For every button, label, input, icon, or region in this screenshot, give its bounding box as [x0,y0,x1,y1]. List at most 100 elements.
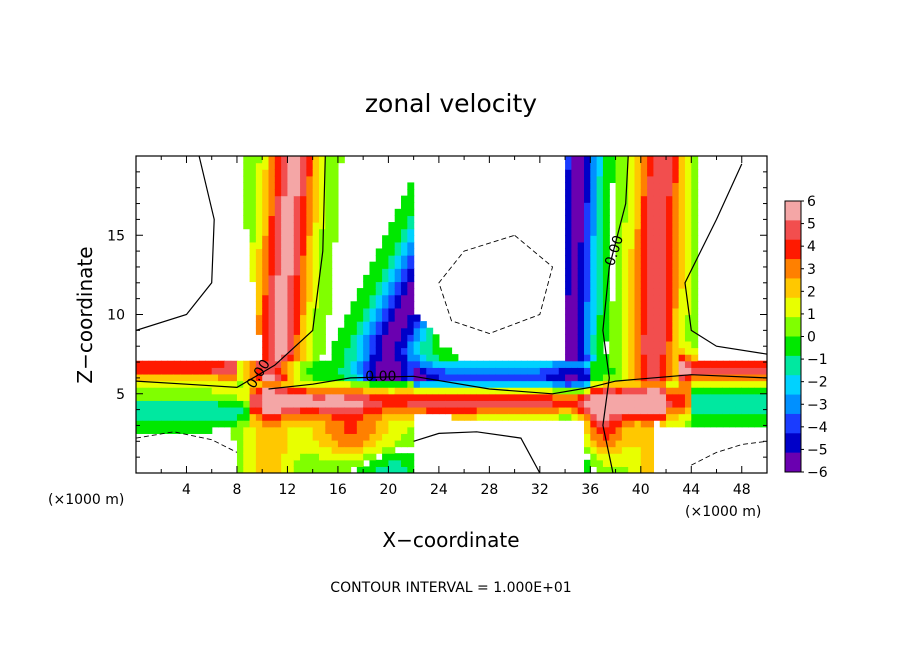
field-cell [584,373,591,382]
field-cell [287,466,295,473]
field-cell [571,261,579,269]
field-cell [262,426,270,434]
field-cell [760,380,767,388]
field-cell [640,354,648,362]
field-cell [337,393,345,401]
field-cell [666,380,673,388]
field-cell [571,182,579,190]
field-cell [647,347,655,355]
field-cell [401,340,408,349]
field-cell [281,288,289,296]
field-cell [281,261,289,269]
field-cell [602,426,610,434]
field-cell [647,215,655,223]
field-cell [300,228,307,236]
field-cell [300,334,307,342]
field-cell [407,314,415,322]
field-cell [300,354,307,362]
field-cell [596,261,604,269]
field-cell [325,360,333,368]
field-cell [760,360,767,368]
field-cell [476,400,484,408]
field-cell [382,235,389,243]
field-cell [249,420,257,428]
field-cell [666,420,673,428]
field-cell [590,387,598,395]
field-cell [672,182,680,190]
field-cell [501,413,509,421]
field-cell [678,334,686,342]
colorbar-tick-label: 3 [807,262,816,278]
field-cell [369,453,377,461]
field-cell [318,321,326,329]
field-cell [211,400,219,408]
field-cell [148,413,156,421]
field-cell [672,169,680,177]
field-cell [325,406,333,415]
field-cell [590,453,598,461]
field-cell [602,274,610,283]
field-cell [476,387,484,395]
field-cell [666,261,673,269]
field-cell [735,406,743,415]
field-cell [615,314,623,322]
field-cell [136,420,143,428]
field-cell [678,367,686,375]
field-cell [325,288,333,296]
field-cell [281,446,289,454]
field-cell [363,400,371,408]
field-cell [401,215,408,223]
field-cell [306,241,314,250]
field-cell [331,433,339,441]
field-cell [684,215,692,223]
field-cell [584,195,591,203]
field-cell [527,406,535,415]
field-cell [678,255,686,263]
field-cell [325,274,333,283]
field-cell [382,274,389,283]
field-cell [331,156,339,164]
field-cell [489,413,497,421]
field-cell [199,413,207,421]
field-cell [369,274,377,283]
field-cell [281,466,289,473]
field-cell [287,248,295,256]
field-cell [647,446,655,454]
field-cell [653,175,661,184]
field-cell [710,406,718,415]
field-cell [754,393,762,401]
field-cell [388,235,396,243]
field-cell [634,288,642,296]
field-cell [382,241,389,250]
field-cell [584,175,591,184]
field-cell [672,321,680,329]
field-cell [565,307,572,316]
field-cell [287,334,295,342]
field-cell [653,156,661,164]
field-cell [394,294,402,302]
field-cell [243,360,251,368]
field-cell [236,439,244,448]
field-cell [394,453,402,461]
field-cell [615,156,623,164]
field-cell [300,373,307,382]
field-cell [621,393,629,401]
field-cell [438,360,446,368]
field-cell [255,202,263,210]
field-cell [218,393,225,401]
field-cell [274,446,282,454]
field-cell [647,453,655,461]
field-cell [691,393,699,401]
field-cell [640,446,648,454]
field-cell [325,182,333,190]
colorbar-tick-label: −4 [807,420,828,436]
field-cell [356,327,364,335]
field-cell [596,208,604,217]
field-cell [388,334,396,342]
field-cell [388,406,396,415]
field-cell [205,426,213,434]
field-cell [382,393,389,401]
field-cell [262,307,270,316]
field-cell [615,347,623,355]
field-cell [678,235,686,243]
